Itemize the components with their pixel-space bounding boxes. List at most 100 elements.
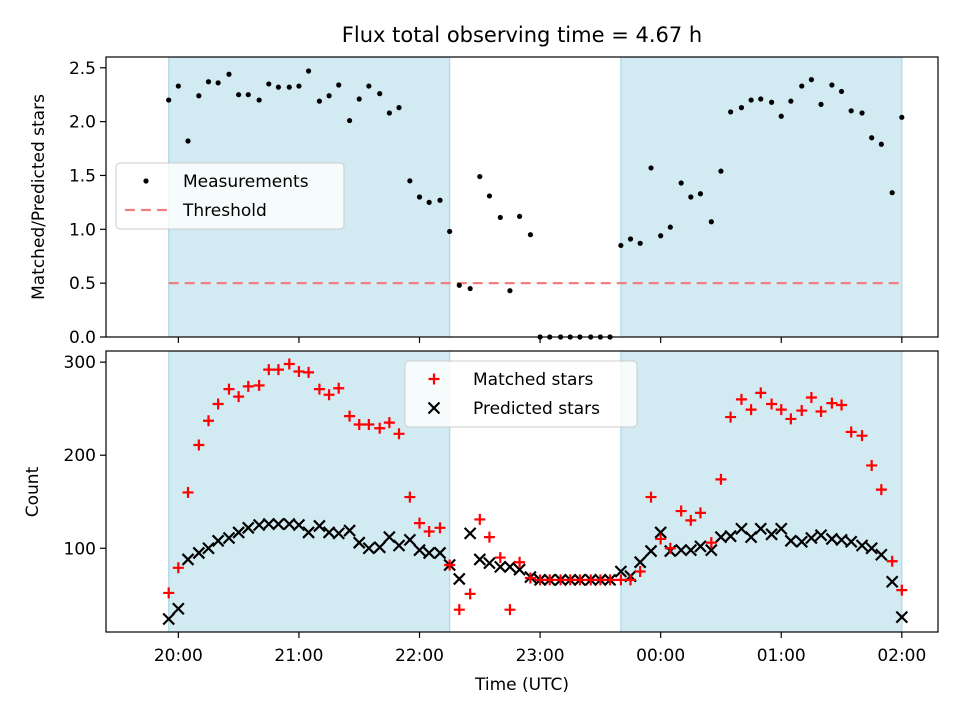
top-y-axis: 0.0 0.5 1.0 1.5 2.0 2.5 (69, 59, 106, 348)
bottom-legend: Matched stars Predicted stars (404, 360, 638, 428)
predicted-star-point (855, 539, 869, 552)
matched-star-point (604, 574, 616, 586)
measurement-point (718, 168, 724, 174)
predicted-star-point (232, 526, 245, 539)
measurement-point (637, 240, 643, 246)
matched-star-point (785, 413, 797, 425)
predicted-star-point (272, 517, 285, 531)
measurement-point (769, 99, 775, 105)
matched-star-point (423, 526, 435, 538)
matched-star-point (805, 392, 817, 404)
predicted-star-point (302, 526, 315, 539)
x-tick-label: 23:00 (516, 646, 565, 666)
matched-star-point (585, 574, 597, 586)
matched-star-point (253, 379, 265, 391)
predicted-star-point (774, 522, 788, 535)
predicted-star-point (754, 522, 768, 535)
measurement-point (336, 82, 342, 88)
bottom-plot-frame (105, 350, 939, 633)
bottom-legend-box (404, 360, 638, 428)
legend-measurements-marker (143, 178, 149, 184)
top-legend-box (115, 162, 345, 230)
predicted-star-point (865, 541, 878, 555)
y-tick-label: 2.5 (69, 59, 96, 79)
matched-star-point (564, 574, 576, 586)
measurement-point (386, 110, 392, 116)
measurement-point (175, 83, 181, 89)
measurement-point (166, 97, 172, 103)
predicted-star-point (844, 535, 858, 549)
matched-star-point (594, 574, 606, 586)
legend-matched-marker (428, 373, 440, 385)
matched-star-point (474, 513, 486, 525)
predicted-star-point (513, 563, 526, 576)
top-x-ticks (177, 337, 903, 343)
measurement-point (899, 114, 905, 120)
measurement-point (778, 113, 784, 119)
y-tick-label: 100 (64, 539, 96, 559)
matched-star-point (212, 398, 224, 410)
predicted-star-point (694, 540, 707, 553)
legend-threshold-label: Threshold (182, 201, 267, 221)
matched-star-point (725, 411, 737, 423)
predicted-star-point (192, 546, 206, 560)
predicted-star-point (413, 543, 426, 557)
measurement-point (266, 81, 272, 87)
bottom-y-axis: 100 200 300 (64, 353, 106, 559)
matched-star-point (796, 405, 808, 417)
matched-star-point (233, 391, 245, 403)
matched-star-point (886, 555, 898, 567)
legend-predicted-cross (427, 401, 441, 415)
predicted-star-point (473, 553, 487, 566)
matched-star-point (464, 588, 476, 600)
x-tick-label: 21:00 (274, 646, 323, 666)
measurement-point (697, 191, 704, 197)
measurement-point (838, 88, 845, 95)
measurement-point (467, 285, 473, 292)
predicted-star-point (814, 528, 828, 542)
matched-star-point (694, 507, 706, 519)
measurement-point (829, 82, 835, 88)
matched-star-point (313, 383, 325, 395)
measurement-point (527, 232, 534, 238)
predicted-star-point (494, 560, 507, 574)
measurement-point (748, 97, 754, 103)
matched-star-point (775, 404, 787, 416)
measurement-point (366, 83, 372, 89)
measurement-point (618, 242, 624, 249)
measurement-point (316, 98, 323, 104)
matched-star-point (483, 531, 495, 543)
bottom-x-axis: 20:00 21:00 22:00 23:00 00:00 01:00 02:00 (154, 632, 926, 666)
matched-star-point (615, 574, 627, 586)
measurement-point (215, 80, 221, 86)
measurement-point (437, 197, 443, 203)
predicted-star-point (352, 536, 366, 549)
matched-star-point (444, 559, 456, 571)
measurement-point (658, 233, 664, 239)
x-axis-label: Time (UTC) (474, 675, 569, 695)
predicted-star-point (875, 548, 888, 562)
matched-star-point (896, 584, 908, 596)
matched-star-point (383, 417, 395, 429)
measurement-point (196, 93, 202, 99)
matched-star-point (755, 387, 767, 399)
matched-star-point (393, 428, 405, 440)
predicted-star-point (392, 539, 406, 552)
predicted-star-point (453, 572, 466, 586)
matched-star-point (524, 572, 536, 584)
predicted-star-point (835, 533, 848, 547)
legend-matched-label: Matched stars (473, 370, 593, 390)
predicted-star-point (292, 518, 306, 532)
x-tick-label: 22:00 (395, 646, 444, 666)
predicted-star-point (684, 543, 698, 557)
measurement-point (889, 190, 895, 196)
y-tick-label: 2.0 (69, 113, 96, 133)
matched-star-point (223, 383, 235, 395)
predicted-star-point (483, 556, 496, 570)
x-tick-label: 20:00 (154, 646, 203, 666)
predicted-star-point (403, 533, 417, 547)
measurement-point (416, 194, 423, 200)
predicted-star-point (503, 560, 517, 574)
matched-star-point (866, 459, 878, 471)
